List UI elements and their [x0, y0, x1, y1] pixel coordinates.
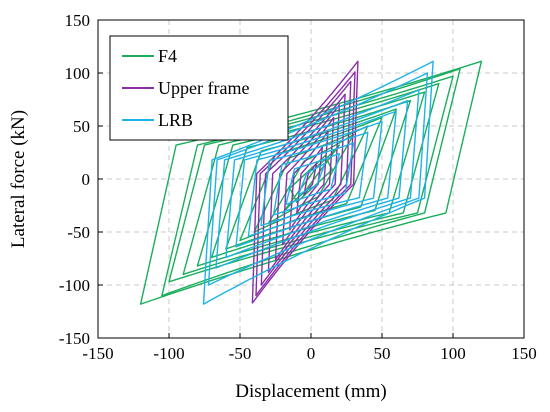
hysteresis-loop-f4	[225, 108, 397, 250]
hysteresis-loop-lrb	[225, 99, 409, 259]
y-tick-label: 100	[65, 64, 91, 83]
x-tick-label: -50	[229, 344, 252, 363]
x-tick-label: 50	[374, 344, 391, 363]
x-tick-label: 0	[307, 344, 316, 363]
hysteresis-loop-lrb	[272, 142, 355, 216]
hysteresis-loop-f4	[210, 99, 412, 259]
x-tick-label: 150	[511, 344, 537, 363]
y-axis-label: Lateral force (kN)	[8, 110, 29, 248]
hysteresis-loop-upper-frame	[296, 146, 324, 214]
y-tick-label: 0	[82, 170, 91, 189]
hysteresis-loop-upper-frame	[267, 93, 346, 273]
hysteresis-loop-lrb	[247, 121, 383, 237]
x-tick-label: -150	[82, 344, 113, 363]
legend-label-lrb: LRB	[158, 110, 193, 130]
legend-label-upper-frame: Upper frame	[158, 78, 249, 98]
y-tick-label: -150	[59, 329, 90, 348]
y-tick-label: 50	[73, 117, 90, 136]
axis-ticks: -150 -100 -50 0 50 100 150 -150 -100 -50 0 50 100 150	[59, 11, 537, 363]
x-tick-label: 100	[440, 344, 466, 363]
legend-label-f4: F4	[158, 46, 177, 66]
legend: F4 Upper frame LRB	[109, 35, 289, 141]
hysteresis-loop-lrb	[235, 110, 397, 248]
hysteresis-loop-lrb	[285, 152, 341, 206]
x-tick-label: -100	[153, 344, 184, 363]
x-axis-label: Displacement (mm)	[235, 381, 386, 402]
hysteresis-loop-lrb	[260, 131, 369, 227]
hysteresis-loop-upper-frame	[255, 71, 356, 297]
y-tick-label: -100	[59, 276, 90, 295]
hysteresis-loop-lrb	[297, 162, 326, 196]
hysteresis-loop-upper-frame	[260, 80, 352, 286]
hysteresis-loop-upper-frame	[281, 116, 335, 246]
y-tick-label: -50	[67, 223, 90, 242]
hysteresis-loop-upper-frame	[251, 60, 359, 304]
y-tick-label: 150	[65, 11, 91, 30]
